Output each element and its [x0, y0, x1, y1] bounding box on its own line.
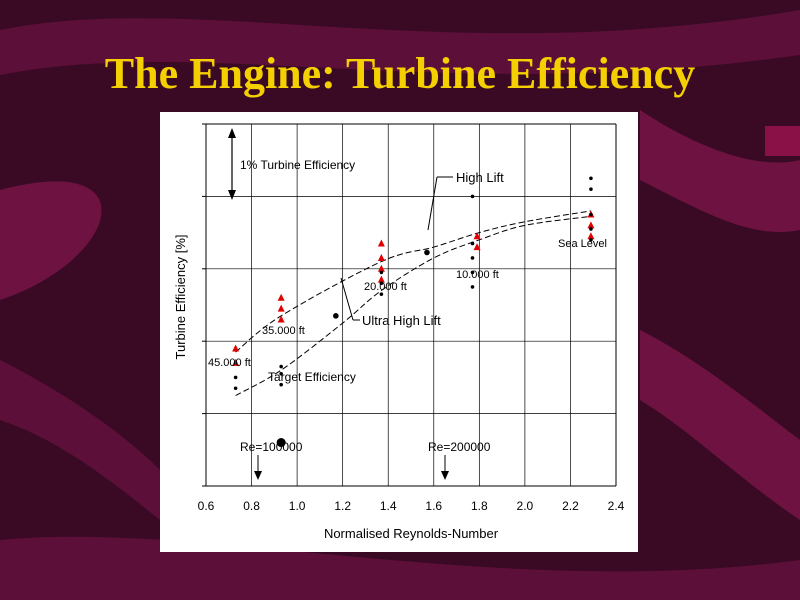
special-point-target-efficiency	[276, 438, 286, 448]
x-tick-label: 2.2	[562, 499, 579, 513]
data-point-ultra-high-lift	[470, 241, 475, 246]
special-point-ultra-high-lift	[333, 313, 339, 319]
data-point-high-lift	[277, 315, 285, 323]
re-100000-arrowhead	[254, 471, 262, 480]
data-point-ultra-high-lift	[379, 292, 384, 296]
data-point-high-lift	[377, 275, 385, 283]
annotation-target-efficiency: Target Efficiency	[268, 370, 356, 384]
data-point-ultra-high-lift	[470, 285, 475, 289]
x-tick-label: 1.8	[471, 499, 488, 513]
data-point-high-lift	[473, 232, 481, 240]
data-point-high-lift	[377, 264, 385, 272]
curve-ultra-high-lift	[235, 215, 592, 396]
data-point-ultra-high-lift	[279, 382, 283, 387]
x-tick-label: 1.6	[425, 499, 442, 513]
annotation-re-100000: Re=100000	[240, 440, 303, 454]
data-point-high-lift	[232, 358, 240, 366]
trend-curves	[235, 210, 592, 396]
x-tick-label: 0.6	[198, 499, 215, 513]
data-point-high-lift	[473, 243, 481, 251]
annotation-10000-ft: 10.000 ft	[456, 269, 499, 281]
chart-panel: Turbine Efficiency [%] Normalised Reynol…	[160, 112, 638, 552]
turbine-efficiency-chart: Turbine Efficiency [%] Normalised Reynol…	[173, 123, 625, 541]
annotation-high-lift: High Lift	[456, 170, 504, 185]
data-point-ultra-high-lift	[589, 238, 593, 242]
annotation-20000-ft: 20.000 ft	[364, 281, 407, 293]
x-tick-label: 0.8	[243, 499, 260, 513]
annotation-efficiency-scale: 1% Turbine Efficiency	[240, 158, 355, 172]
data-point-ultra-high-lift	[379, 281, 384, 286]
data-point-high-lift	[377, 239, 385, 247]
data-point-ultra-high-lift	[379, 270, 384, 275]
data-point-high-lift	[587, 232, 595, 240]
data-point-ultra-high-lift	[279, 364, 283, 369]
high-lift-leader-2	[427, 176, 438, 231]
data-point-ultra-high-lift	[589, 212, 593, 217]
data-point-ultra-high-lift	[589, 187, 593, 191]
data-point-high-lift	[277, 304, 285, 312]
data-point-ultra-high-lift	[233, 386, 238, 391]
data-point-high-lift	[587, 221, 595, 229]
annotation-45000-ft: 45.000 ft	[208, 357, 251, 369]
data-point-ultra-high-lift	[470, 270, 475, 275]
slide-title: The Engine: Turbine Efficiency	[104, 49, 696, 98]
x-tick-label: 1.0	[289, 499, 306, 513]
annotation-sea-level: Sea Level	[558, 238, 607, 250]
x-tick-label: 1.2	[334, 499, 351, 513]
x-axis-label: Normalised Reynolds-Number	[324, 526, 499, 541]
annotation-re-200000: Re=200000	[428, 440, 491, 454]
data-point-ultra-high-lift	[589, 227, 593, 231]
re-200000-arrowhead	[441, 471, 449, 480]
data-point-ultra-high-lift	[233, 375, 238, 380]
annotation-ultra-high-lift: Ultra High Lift	[362, 313, 441, 328]
data-point-ultra-high-lift	[470, 194, 475, 199]
y-axis-label: Turbine Efficiency [%]	[173, 235, 188, 360]
x-tick-label: 1.4	[380, 499, 397, 513]
data-point-ultra-high-lift	[470, 256, 475, 260]
annotation-35000-ft: 35.000 ft	[262, 325, 305, 337]
x-tick-labels: 0.6 0.8 1.0 1.2 1.4 1.6 1.8 2.0 2.2 2.4	[198, 499, 625, 513]
data-point-ultra-high-lift	[279, 371, 283, 376]
data-point-high-lift	[277, 293, 285, 301]
data-point-high-lift	[377, 253, 385, 261]
special-point-high-lift	[424, 249, 430, 256]
scale-arrow-up	[228, 128, 236, 138]
data-point-ultra-high-lift	[589, 176, 593, 181]
x-tick-label: 2.4	[608, 499, 625, 513]
data-point-high-lift	[232, 344, 240, 352]
grid	[202, 123, 617, 487]
x-tick-label: 2.0	[517, 499, 534, 513]
data-points	[232, 176, 595, 448]
scale-arrow-down	[228, 190, 236, 200]
ultra-high-lift-leader	[340, 277, 354, 321]
